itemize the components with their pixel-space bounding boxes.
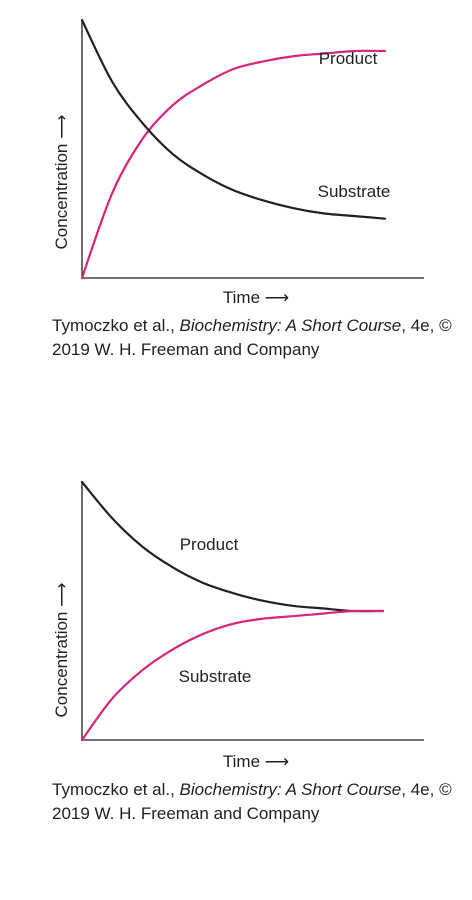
caption-publisher: , 4e, © 2019 W. H. Freeman and Company bbox=[52, 316, 452, 359]
caption-book-title: Biochemistry: A Short Course bbox=[179, 780, 402, 799]
x-axis-label: Time ⟶ bbox=[223, 752, 289, 771]
y-axis-label: Concentration ⟶ bbox=[52, 115, 71, 250]
caption-2: Tymoczko et al., Biochemistry: A Short C… bbox=[52, 778, 452, 826]
caption-1: Tymoczko et al., Biochemistry: A Short C… bbox=[52, 314, 452, 362]
caption-publisher: , 4e, © 2019 W. H. Freeman and Company bbox=[52, 780, 452, 823]
caption-authors: Tymoczko et al., bbox=[52, 316, 180, 335]
series-line-substrate bbox=[80, 18, 387, 220]
caption-book-title: Biochemistry: A Short Course bbox=[179, 316, 402, 335]
series-line-product bbox=[80, 49, 387, 280]
figure-2: Product Substrate Time ⟶ Concentration ⟶ Ty… bbox=[0, 460, 472, 900]
series-label-product: Product bbox=[180, 535, 239, 554]
figure-1: Product Substrate Time ⟶ Concentration ⟶ Ty… bbox=[0, 0, 472, 420]
series-label-product: Product bbox=[319, 49, 378, 68]
y-axis-label: Concentration ⟶ bbox=[52, 583, 71, 718]
x-axis-label: Time ⟶ bbox=[223, 288, 289, 307]
caption-authors: Tymoczko et al., bbox=[52, 780, 180, 799]
series-label-substrate: Substrate bbox=[179, 667, 252, 686]
series-label-substrate: Substrate bbox=[318, 182, 391, 201]
chart-2: Product Substrate Time ⟶ Concentration ⟶ bbox=[52, 480, 424, 771]
chart-1: Product Substrate Time ⟶ Concentration ⟶ bbox=[52, 18, 424, 307]
series-line-product bbox=[80, 480, 385, 613]
series-line-substrate bbox=[80, 609, 385, 742]
